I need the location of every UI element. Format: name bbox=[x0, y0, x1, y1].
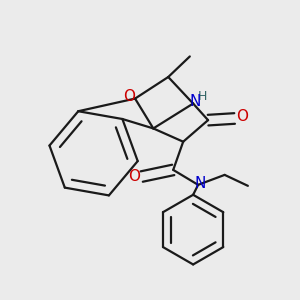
Text: O: O bbox=[236, 109, 248, 124]
Text: N: N bbox=[189, 94, 200, 110]
Text: O: O bbox=[123, 89, 135, 104]
Text: O: O bbox=[128, 169, 140, 184]
Text: H: H bbox=[198, 90, 207, 103]
Text: N: N bbox=[194, 176, 206, 191]
